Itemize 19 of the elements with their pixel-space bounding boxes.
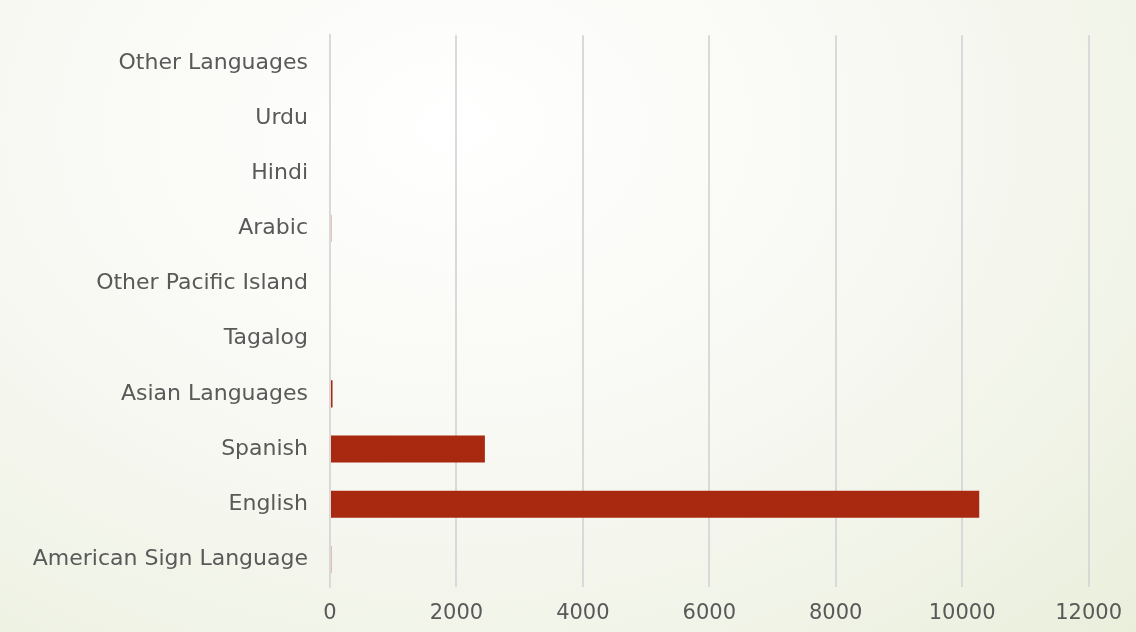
x-tick-label: 6000 bbox=[682, 600, 737, 625]
y-tick-label: Tagalog bbox=[222, 324, 308, 350]
y-tick-label: Asian Languages bbox=[120, 379, 308, 405]
y-tick-label: Other Languages bbox=[118, 48, 308, 74]
x-tick-label: 12000 bbox=[1055, 600, 1122, 625]
y-tick-label: English bbox=[228, 489, 308, 515]
bar bbox=[331, 490, 980, 518]
x-tick-label: 4000 bbox=[556, 600, 610, 625]
x-tick-label: 2000 bbox=[429, 600, 484, 625]
x-tick-label: 8000 bbox=[809, 600, 863, 625]
y-tick-label: Spanish bbox=[221, 434, 308, 460]
y-tick-label: Arabic bbox=[238, 214, 308, 240]
y-tick-label: Other Pacific Island bbox=[96, 269, 308, 295]
x-tick-label: 0 bbox=[323, 600, 337, 625]
y-tick-label: American Sign Language bbox=[32, 545, 308, 571]
y-tick-label: Hindi bbox=[251, 158, 308, 184]
x-tick-label: 10000 bbox=[928, 600, 996, 625]
y-tick-label: Urdu bbox=[255, 103, 308, 129]
bar bbox=[331, 435, 485, 463]
